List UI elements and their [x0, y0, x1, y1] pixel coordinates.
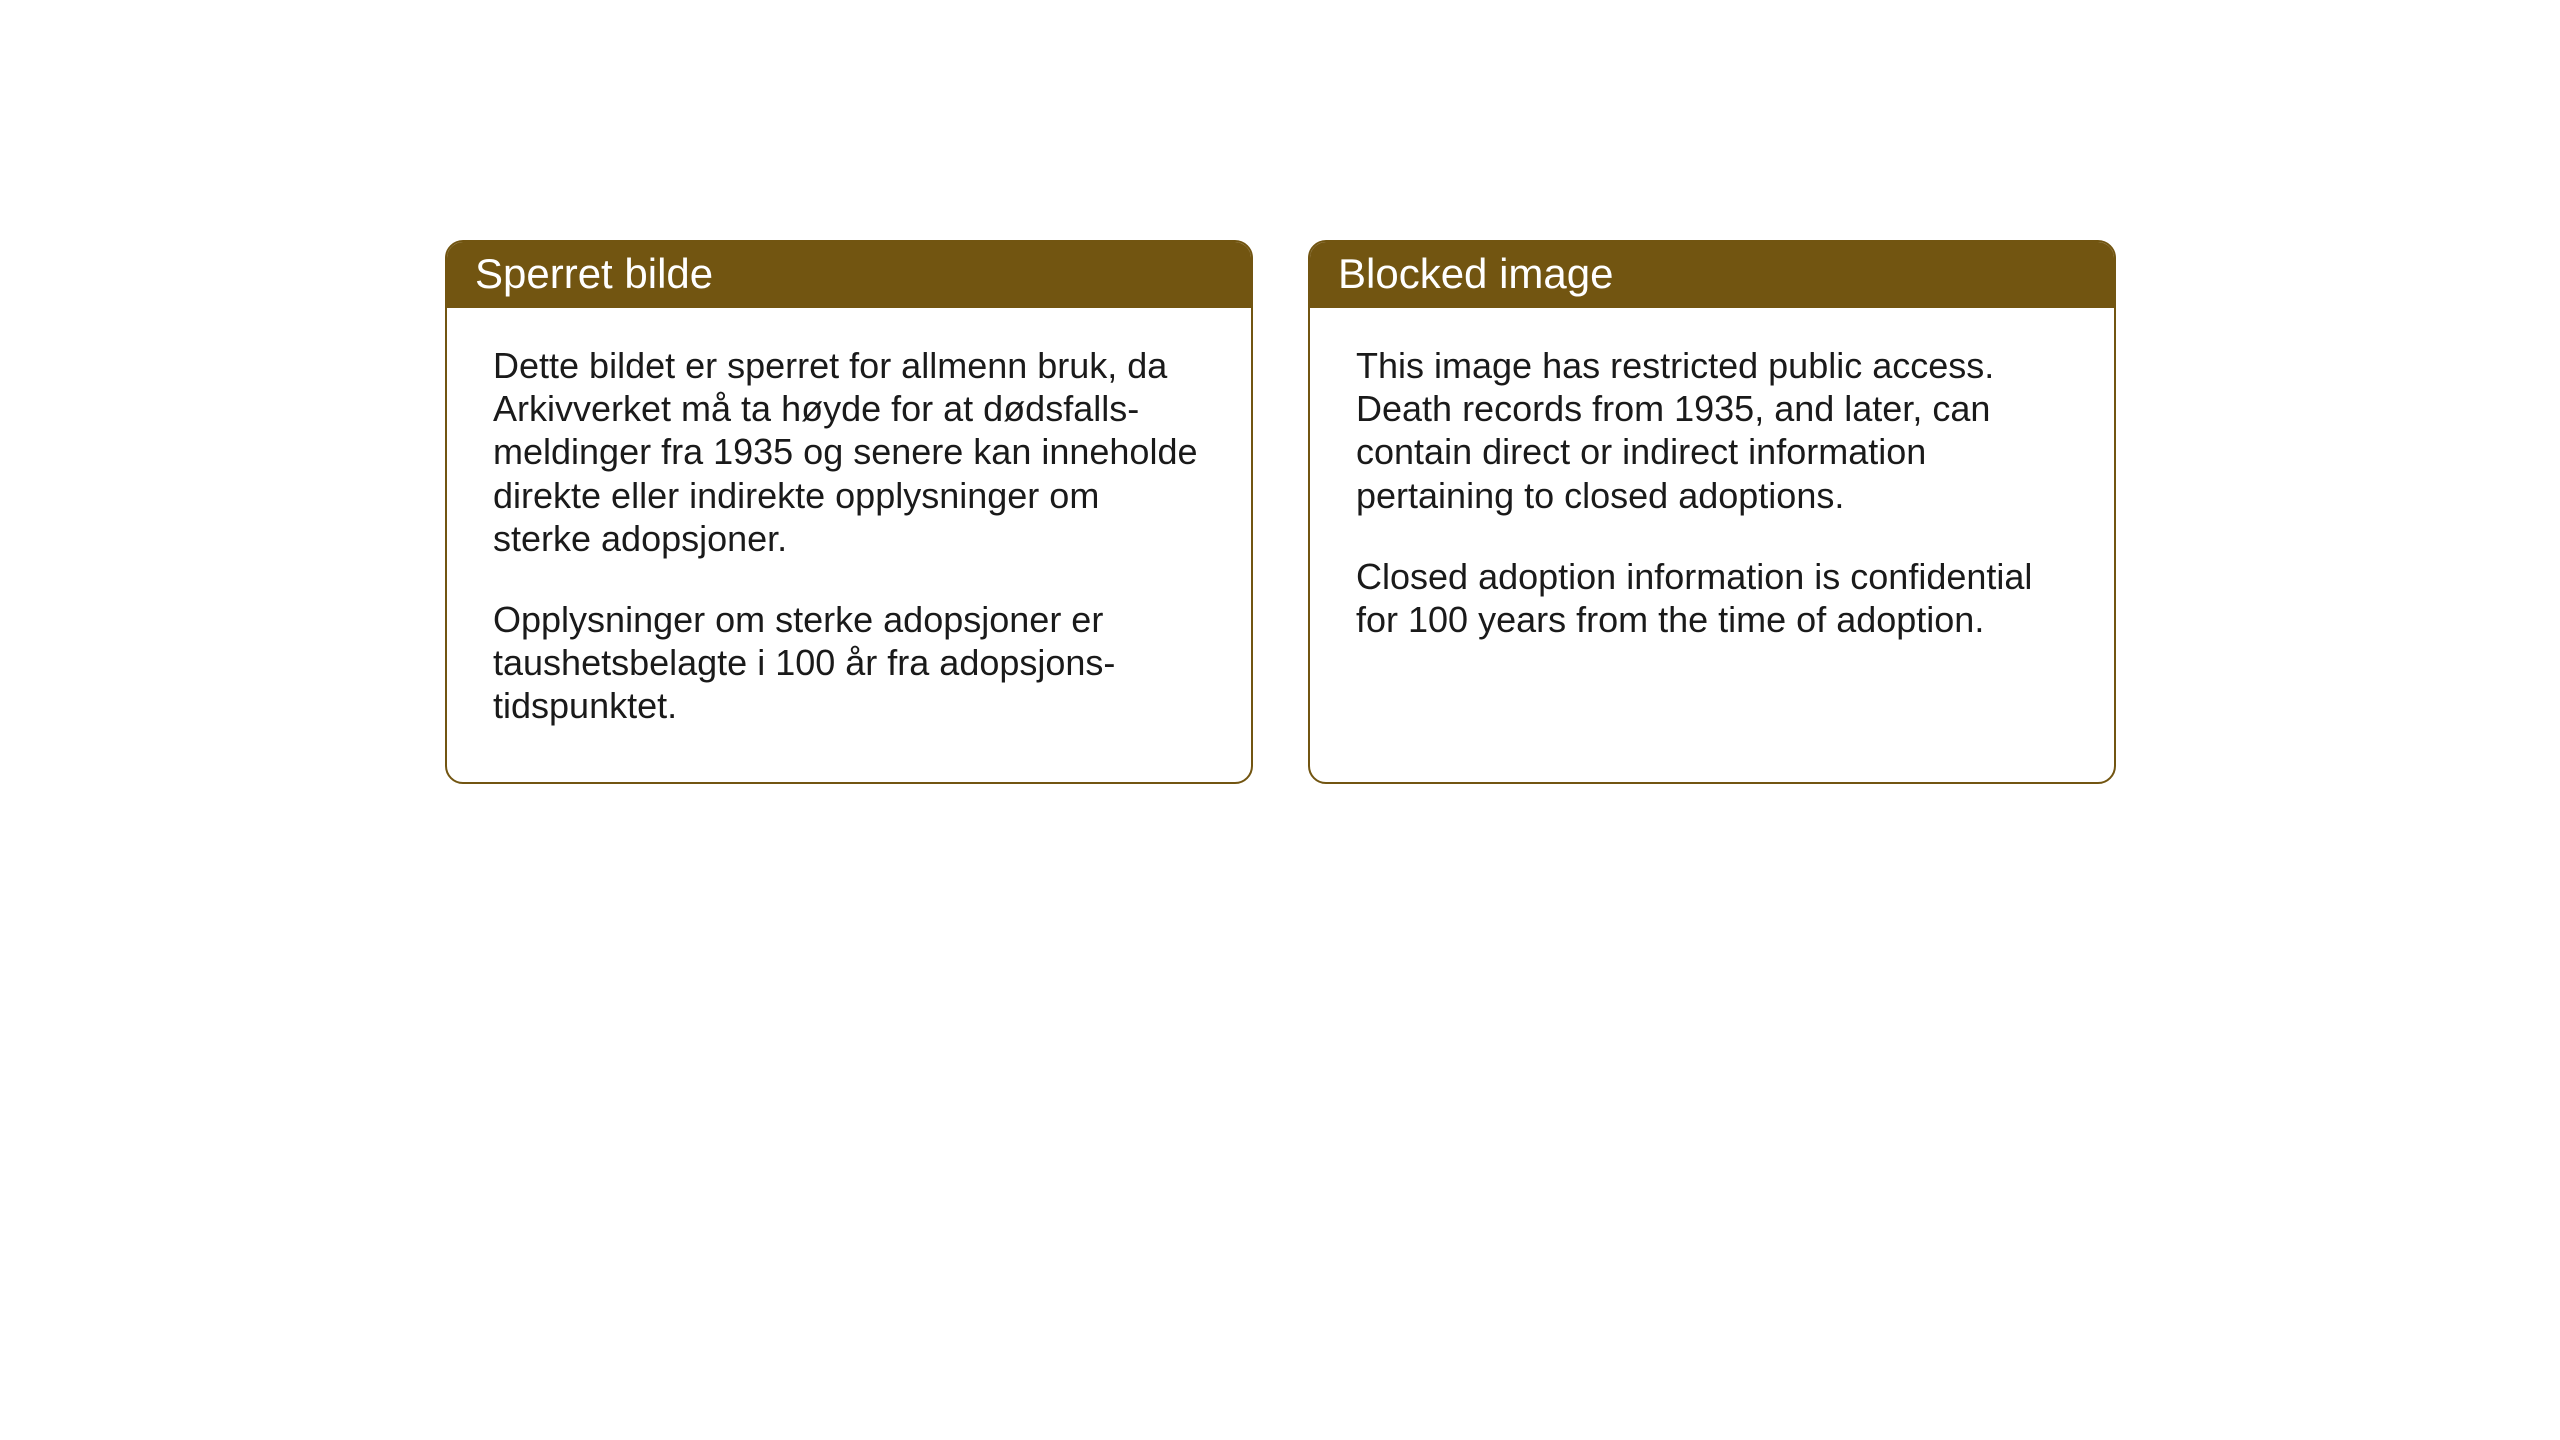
- notice-card-english: Blocked image This image has restricted …: [1308, 240, 2116, 784]
- cards-container: Sperret bilde Dette bildet er sperret fo…: [445, 240, 2116, 784]
- card-header-english: Blocked image: [1310, 242, 2114, 308]
- card-paragraph-1: This image has restricted public access.…: [1356, 344, 2068, 517]
- card-paragraph-1: Dette bildet er sperret for allmenn bruk…: [493, 344, 1205, 560]
- card-body-english: This image has restricted public access.…: [1310, 308, 2114, 695]
- card-body-norwegian: Dette bildet er sperret for allmenn bruk…: [447, 308, 1251, 782]
- notice-card-norwegian: Sperret bilde Dette bildet er sperret fo…: [445, 240, 1253, 784]
- card-paragraph-2: Closed adoption information is confident…: [1356, 555, 2068, 641]
- card-header-norwegian: Sperret bilde: [447, 242, 1251, 308]
- card-paragraph-2: Opplysninger om sterke adopsjoner er tau…: [493, 598, 1205, 728]
